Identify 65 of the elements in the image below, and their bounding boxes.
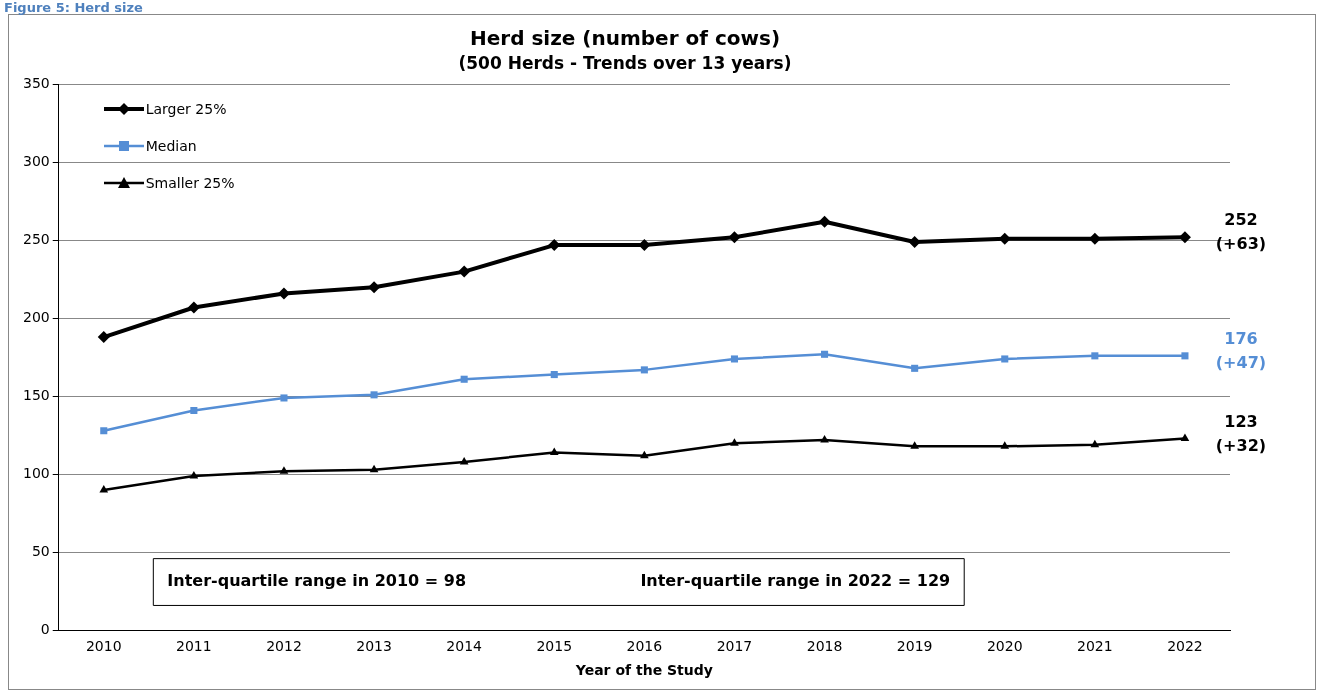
x-axis-title: Year of the Study	[574, 662, 713, 679]
point	[910, 441, 919, 449]
point	[820, 435, 829, 443]
point	[369, 464, 379, 473]
point	[1091, 352, 1099, 360]
y-tick-label: 300	[22, 153, 50, 170]
point	[1090, 439, 1100, 448]
annotation: 252 (+63)	[1215, 210, 1267, 254]
x-tick-label: 2014	[446, 638, 483, 655]
y-tick-label: 50	[31, 543, 50, 560]
y-tick-label: 250	[22, 231, 50, 248]
point	[550, 371, 558, 379]
point	[100, 427, 108, 435]
point	[818, 215, 831, 228]
chart-subtitle: (500 Herds - Trends over 13 years)	[458, 52, 792, 73]
x-tick-label: 2017	[716, 638, 753, 655]
legend-label: Median	[145, 137, 197, 154]
x-tick-label: 2022	[1167, 638, 1203, 655]
legend-label: Smaller 25%	[145, 174, 235, 191]
x-tick-label: 2013	[356, 638, 392, 655]
annotation: Inter-quartile range in 2010 = 98	[167, 571, 467, 591]
x-tick-label: 2015	[536, 638, 573, 655]
point	[1001, 355, 1009, 363]
annotation: 123 (+32)	[1215, 411, 1267, 455]
point	[99, 485, 109, 493]
x-tick-label: 2020	[986, 638, 1023, 655]
point	[911, 364, 919, 372]
x-tick-label: 2021	[1077, 638, 1113, 655]
point	[279, 466, 289, 474]
point	[730, 355, 738, 363]
x-tick-label: 2010	[85, 638, 122, 655]
point	[190, 406, 198, 414]
point	[280, 394, 288, 402]
x-tick-label: 2016	[626, 638, 663, 655]
point	[187, 301, 200, 314]
y-tick-label: 150	[22, 387, 50, 404]
x-tick-label: 2019	[896, 638, 933, 655]
point	[458, 265, 471, 278]
annotation: Inter-quartile range in 2022 = 129	[640, 571, 951, 591]
x-tick-label: 2018	[806, 638, 843, 655]
point	[277, 287, 290, 300]
point	[370, 391, 378, 399]
y-tick-label: 200	[22, 309, 50, 326]
point	[821, 350, 829, 358]
chart-title: Herd size (number of cows)	[469, 26, 781, 51]
y-tick-label: 0	[40, 621, 50, 638]
x-tick-label: 2012	[266, 638, 302, 655]
caption: Figure 5: Herd size	[4, 0, 143, 16]
point	[640, 366, 648, 374]
point	[460, 375, 468, 383]
point	[1000, 441, 1010, 449]
y-tick-label: 350	[22, 75, 50, 92]
point	[1180, 433, 1190, 442]
point	[1181, 352, 1189, 360]
point	[549, 447, 559, 456]
x-tick-label: 2011	[176, 638, 212, 655]
point	[640, 450, 649, 459]
point	[97, 331, 110, 344]
point	[728, 231, 741, 244]
legend-label: Larger 25%	[145, 100, 227, 117]
point	[368, 281, 381, 294]
y-tick-label: 100	[22, 465, 50, 482]
annotation: 176 (+47)	[1215, 329, 1267, 372]
point	[908, 235, 921, 248]
point	[730, 438, 739, 446]
